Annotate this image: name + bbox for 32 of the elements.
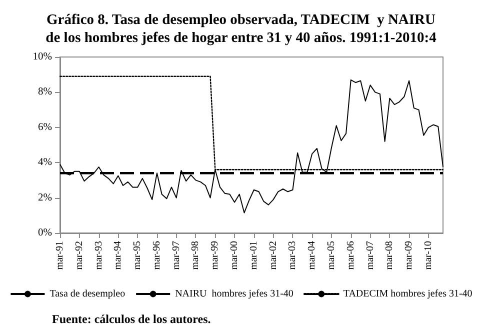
- x-tick-label: mar-93: [93, 241, 104, 270]
- x-tick-label: mar-01: [248, 241, 260, 270]
- x-tick-label: mar-97: [170, 241, 182, 270]
- x-tick-label: mar-94: [112, 241, 124, 270]
- x-tick-label: mar-08: [384, 241, 396, 270]
- x-tick-label: mar-95: [132, 241, 144, 270]
- y-tick-label: 0%: [38, 228, 52, 238]
- y-tick-label: 4%: [38, 157, 52, 168]
- x-tick-label: mar-07: [364, 241, 376, 270]
- source-note: Fuente: cálculos de los autores.: [52, 312, 211, 326]
- y-tick-label: 10%: [32, 52, 52, 62]
- chart-title: Gráfico 8. Tasa de desempleo observada, TADECIM y NAIRU de los hombres jefes de hogar entre 31 y 40 años. 1991:1-2010:4: [46, 12, 436, 46]
- x-tick-label: mar-05: [326, 241, 337, 270]
- x-tick-label: mar-99: [210, 241, 221, 270]
- line-series: [60, 79, 444, 214]
- legend-label: TADECIM hombres jefes 31-40: [343, 288, 472, 300]
- y-tick-label: 2%: [38, 192, 52, 204]
- y-tick-label: 8%: [38, 86, 52, 98]
- legend-label: NAIRU hombres jefes 31-40: [175, 288, 294, 300]
- x-tick-label: mar-06: [345, 241, 356, 270]
- x-tick-label: mar-03: [287, 241, 298, 270]
- x-tick-label: mar-02: [268, 241, 279, 270]
- y-tick-label: 6%: [38, 122, 52, 133]
- x-tick-label: mar-91: [54, 241, 66, 270]
- x-tick-label: mar-92: [74, 241, 85, 270]
- legend-label: Tasa de desempleo: [50, 288, 126, 300]
- x-tick-label: mar-10: [422, 241, 434, 270]
- x-tick-label: mar-04: [306, 241, 318, 270]
- x-tick-label: mar-96: [151, 241, 162, 270]
- x-tick-label: mar-98: [190, 241, 202, 270]
- x-tick-label: mar-09: [404, 241, 415, 270]
- x-tick-label: mar-00: [229, 241, 240, 270]
